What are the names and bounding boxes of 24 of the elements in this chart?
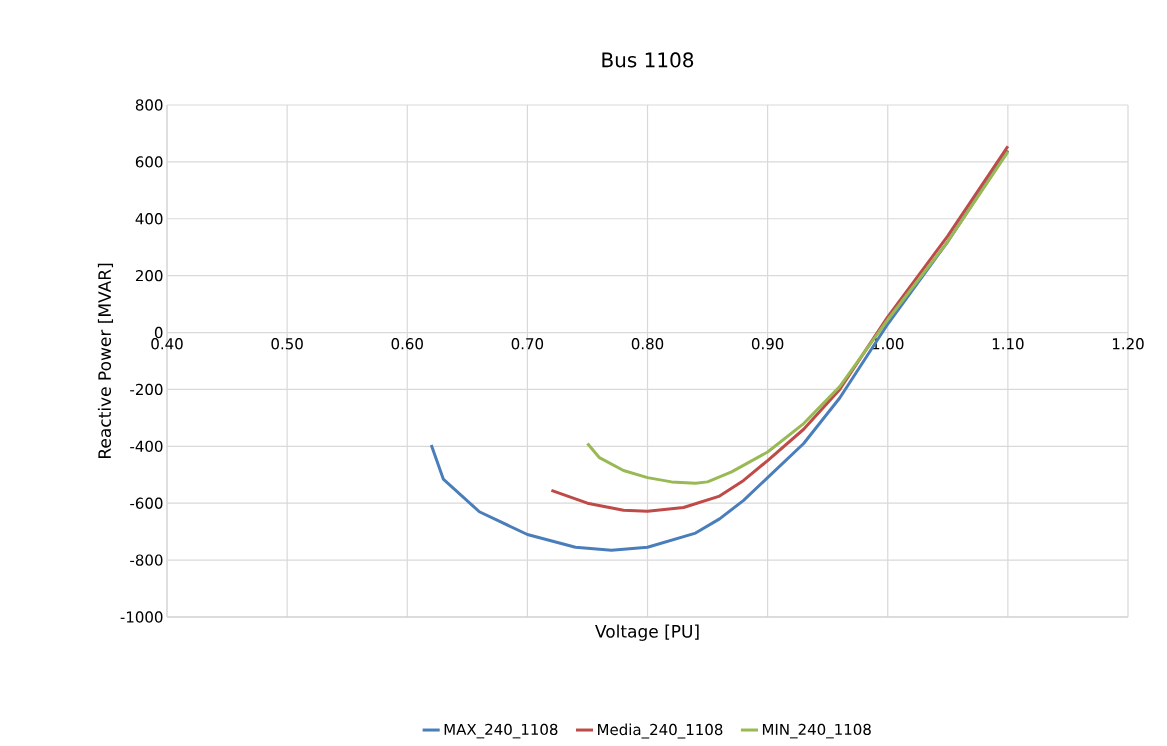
x-tick-label: 0.80 bbox=[631, 338, 664, 350]
x-tick-label: 0.50 bbox=[271, 338, 303, 350]
chart-title: Bus 1108 bbox=[602, 52, 694, 68]
y-tick-label: -400 bbox=[130, 440, 163, 452]
y-tick-label: 800 bbox=[135, 99, 163, 111]
legend-label: Media_240_1108 bbox=[598, 723, 723, 739]
x-tick-label: 1.20 bbox=[1112, 338, 1144, 350]
x-tick-label: 0.40 bbox=[151, 338, 183, 350]
y-tick-label: 600 bbox=[135, 156, 163, 168]
y-tick-label: -800 bbox=[130, 554, 163, 566]
y-tick-label: -600 bbox=[130, 497, 163, 509]
x-tick-label: 1.10 bbox=[992, 338, 1024, 350]
x-tick-label: 0.90 bbox=[751, 338, 784, 350]
x-tick-label: 0.60 bbox=[391, 338, 423, 350]
x-tick-label: 0.70 bbox=[511, 338, 544, 350]
legend-label: MIN_240_1108 bbox=[762, 723, 871, 739]
y-tick-label: 200 bbox=[135, 269, 163, 282]
y-tick-label: 0 bbox=[154, 326, 163, 339]
y-axis-title: Reactive Power [MVAR] bbox=[97, 263, 114, 458]
x-axis-title: Voltage [PU] bbox=[595, 624, 699, 641]
y-tick-label: -1000 bbox=[120, 611, 163, 623]
legend-label: MAX_240_1108 bbox=[444, 723, 558, 739]
y-tick-label: 400 bbox=[135, 213, 163, 225]
y-tick-label: -200 bbox=[130, 383, 163, 396]
